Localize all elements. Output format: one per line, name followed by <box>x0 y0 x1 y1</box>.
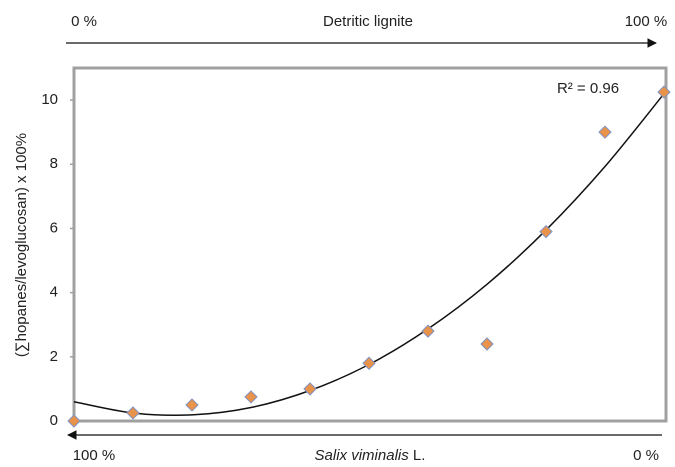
top-axis-left: 0 % <box>71 13 97 30</box>
bottom-axis-label: Salix viminalis L. <box>315 447 426 464</box>
bottom-axis-left: 100 % <box>73 447 116 464</box>
data-point <box>67 414 81 428</box>
data-point <box>303 382 317 396</box>
data-point <box>598 125 612 139</box>
y-tick-label: 6 <box>50 219 58 236</box>
data-point <box>362 356 376 370</box>
data-point <box>421 324 435 338</box>
trendline <box>73 93 665 417</box>
y-axis-label: (∑hopanes/levoglucosan) x 100% <box>13 133 30 357</box>
y-tick-label: 4 <box>50 284 58 301</box>
bottom-axis-label-italic: Salix viminalis <box>315 447 410 464</box>
data-point <box>185 398 199 412</box>
data-point <box>480 337 494 351</box>
bottom-axis-label-suffix: L. <box>413 447 426 464</box>
data-point <box>244 390 258 404</box>
y-tick-label: 10 <box>41 91 58 108</box>
annotation: R² = 0.96 <box>557 80 619 97</box>
data-point <box>126 406 140 420</box>
top-axis-right: 100 % <box>625 13 668 30</box>
y-tick-label: 8 <box>50 155 58 172</box>
top-axis-label: Detritic lignite <box>323 13 413 30</box>
data-point <box>539 224 553 239</box>
bottom-axis-right: 0 % <box>633 447 659 464</box>
plot-frame <box>72 66 668 423</box>
data-point <box>657 85 671 99</box>
y-tick-label: 0 <box>50 412 58 429</box>
y-tick-label: 2 <box>50 348 58 365</box>
